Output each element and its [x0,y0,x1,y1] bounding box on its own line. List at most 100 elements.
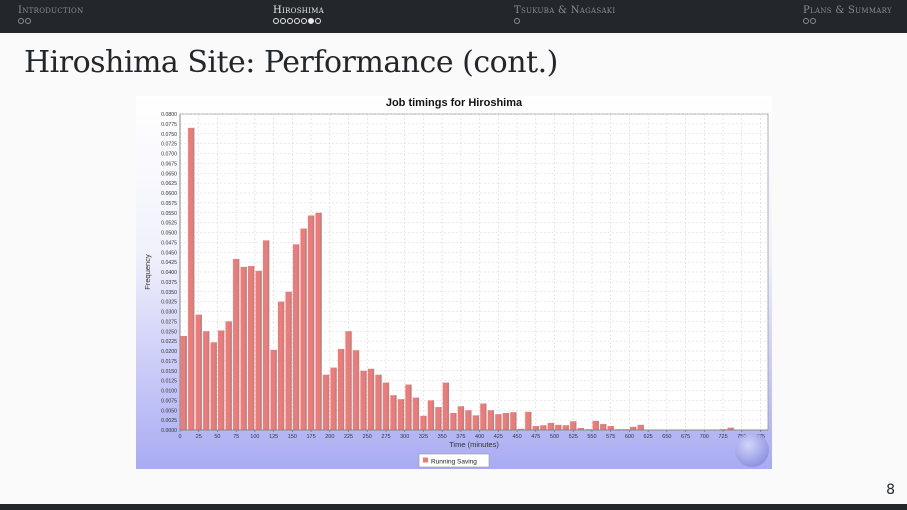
y-tick-label: 0.0400 [161,270,177,276]
y-tick-label: 0.0000 [161,428,177,434]
bar-shadow [410,384,412,430]
bar-shadow [529,411,532,430]
bar-shadow [499,414,502,430]
histogram-bar [727,427,734,430]
bar-shadow [642,424,644,430]
y-tick-label: 0.0625 [161,181,177,187]
nav-dot[interactable] [18,18,24,24]
x-tick-label: 25 [196,434,202,440]
histogram-bar [262,240,270,430]
y-tick-label: 0.0350 [161,290,177,296]
histogram-bar [315,212,322,430]
histogram-bar [517,428,524,430]
histogram-bar [382,382,390,430]
y-tick-label: 0.0125 [161,379,177,385]
x-tick-label: 425 [494,434,503,440]
histogram-bar [390,395,397,430]
x-tick-label: 600 [625,434,634,440]
bar-shadow [559,424,562,430]
bar-shadow [402,399,405,430]
histogram-bar [435,407,442,430]
histogram-bar [450,413,457,430]
nav-dot[interactable] [514,18,520,24]
bar-shadow [439,407,442,430]
y-tick-label: 0.0450 [161,250,177,256]
histogram-bar [225,321,232,430]
y-tick-label: 0.0800 [161,112,177,118]
bar-shadow [732,427,734,430]
x-tick-label: 200 [325,434,334,440]
nav-dot[interactable] [273,18,279,24]
x-tick-label: 700 [700,434,709,440]
y-tick-label: 0.0200 [161,349,177,355]
nav-dot[interactable] [301,18,307,24]
y-tick-label: 0.0150 [161,369,177,375]
y-tick-label: 0.0775 [161,122,177,128]
nav-section-3[interactable]: Tsukuba & Nagasaki [514,5,616,16]
histogram-bar [607,426,614,430]
bar-shadow [454,413,457,430]
nav-dot[interactable] [294,18,300,24]
histogram-bar [465,410,472,430]
nav-dot[interactable] [315,18,321,24]
nav-dot[interactable] [25,18,31,24]
histogram-bar [367,368,375,430]
bar-shadow [335,367,337,430]
bar-shadow [350,331,352,430]
histogram-bar [337,349,345,430]
x-tick-label: 325 [419,434,428,440]
histogram-bar [203,331,210,430]
nav-dot[interactable] [287,18,293,24]
x-tick-label: 0 [178,434,181,440]
bar-shadow [342,349,345,430]
histogram-bar [277,301,285,430]
y-tick-label: 0.0100 [161,389,177,395]
x-tick-label: 375 [456,434,465,440]
x-tick-label: 100 [250,434,259,440]
histogram-bar [600,424,607,430]
nav-section-1[interactable]: Introduction [18,5,84,16]
histogram-bar [352,350,360,430]
chart-title: Job timings for Hiroshima [386,97,523,109]
histogram-bar [322,374,330,430]
y-tick-label: 0.0525 [161,221,177,227]
histogram-bar [188,127,195,430]
y-tick-label: 0.0725 [161,142,177,148]
x-tick-label: 475 [531,434,540,440]
x-tick-label: 75 [233,434,239,440]
bar-shadow [597,420,599,430]
nav-section-4[interactable]: Plans & Summary [803,5,892,16]
bar-shadow [215,342,217,430]
histogram-bar [375,374,382,430]
nav-section-2[interactable]: Hiroshima [273,5,325,16]
bar-shadow [477,415,480,430]
y-tick-label: 0.0700 [161,152,177,158]
histogram-bar [233,258,240,430]
nav-section-4-dots [803,18,816,24]
bar-shadow [492,410,494,430]
globe-logo-icon [735,433,769,467]
x-tick-label: 150 [288,434,297,440]
x-tick-label: 550 [587,434,596,440]
histogram-bar [292,244,300,430]
x-tick-label: 450 [512,434,521,440]
x-tick-label: 225 [344,434,353,440]
bar-shadow [245,266,247,430]
x-tick-label: 125 [269,434,278,440]
bar-shadow [380,374,382,430]
bottom-bar [0,504,907,510]
bar-shadow [552,422,554,430]
nav-dot[interactable] [280,18,286,24]
histogram-bar [540,425,547,430]
page-number: 8 [886,482,895,498]
x-axis-label: Time (minutes) [449,440,499,449]
bar-shadow [432,400,435,430]
nav-dot[interactable] [308,18,314,24]
nav-dot[interactable] [803,18,809,24]
bar-shadow [237,258,240,430]
bar-shadow [282,301,285,430]
bar-shadow [297,244,300,430]
x-tick-label: 725 [718,434,727,440]
slide-title: Hiroshima Site: Performance (cont.) [24,45,558,80]
nav-dot[interactable] [810,18,816,24]
